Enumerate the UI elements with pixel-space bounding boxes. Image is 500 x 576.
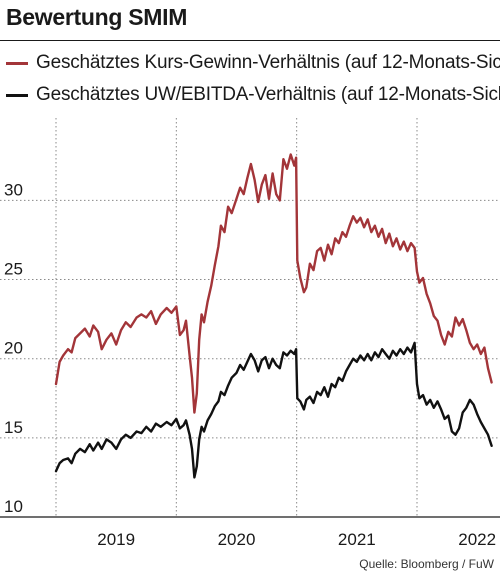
legend-label-pe: Geschätztes Kurs-Gewinn-Verhältnis (auf … <box>36 52 500 73</box>
source-note: Quelle: Bloomberg / FuW <box>359 557 494 571</box>
series-line-ev-ebitda <box>54 341 493 479</box>
title-rule <box>0 40 500 41</box>
y-tick-label: 25 <box>4 260 23 279</box>
y-tick-label: 20 <box>4 339 23 358</box>
y-tick-label: 15 <box>4 418 23 437</box>
y-tick-label: 10 <box>4 497 23 516</box>
x-tick-label: 2021 <box>338 530 376 549</box>
x-tick-label: 2022 <box>458 530 496 549</box>
legend-swatch-pe <box>6 61 28 65</box>
chart-title: Bewertung SMIM <box>6 4 188 30</box>
legend-entry-ev-ebitda: Geschätztes UW/EBITDA-Verhältnis (auf 12… <box>6 84 500 106</box>
series-line-pe <box>54 153 493 414</box>
x-tick-label: 2019 <box>97 530 135 549</box>
y-tick-label: 30 <box>4 180 23 199</box>
legend-label-ev-ebitda: Geschätztes UW/EBITDA-Verhältnis (auf 12… <box>36 84 500 105</box>
legend-swatch-ev-ebitda <box>6 93 28 97</box>
x-tick-label: 2020 <box>218 530 256 549</box>
legend-entry-pe: Geschätztes Kurs-Gewinn-Verhältnis (auf … <box>6 52 500 74</box>
